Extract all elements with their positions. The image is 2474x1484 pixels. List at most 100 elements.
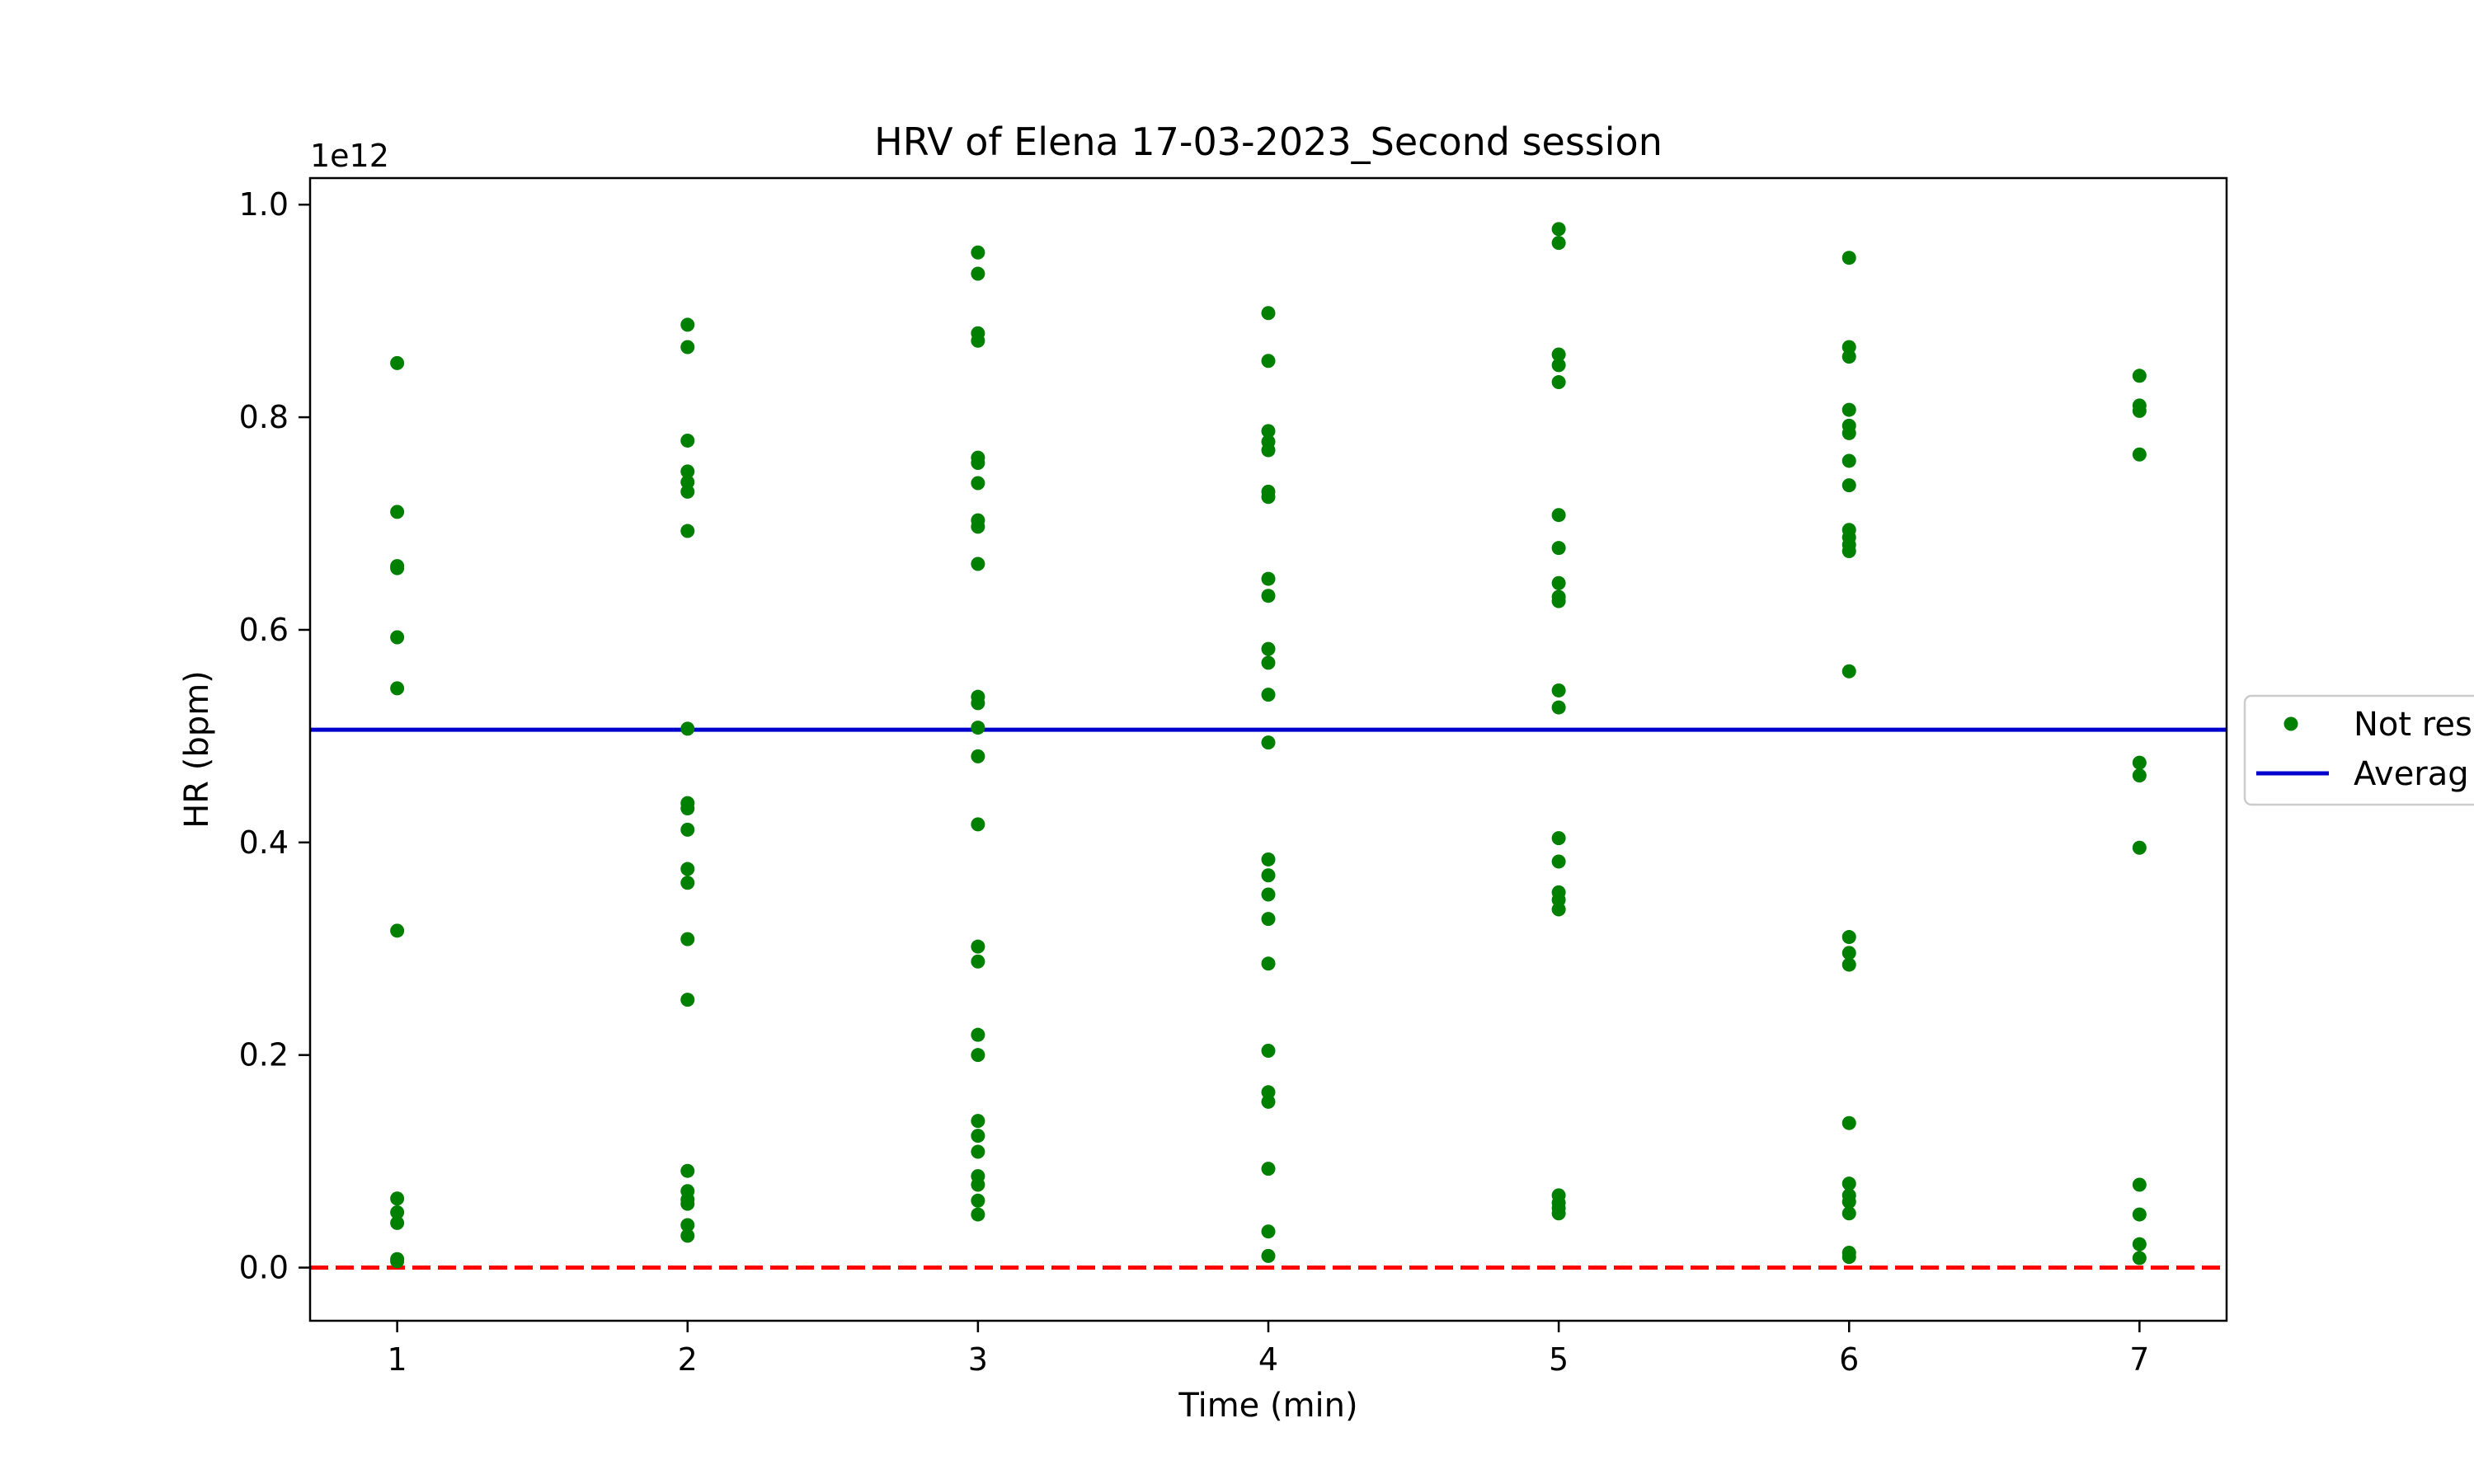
data-point <box>1261 1224 1276 1239</box>
data-point <box>1261 1094 1276 1109</box>
data-point <box>971 476 985 491</box>
data-point <box>1551 594 1566 608</box>
data-point <box>2132 840 2147 855</box>
data-point <box>1261 1044 1276 1059</box>
y-tick-label: 0.2 <box>239 1037 289 1073</box>
data-point <box>1261 688 1276 702</box>
data-point <box>390 355 405 370</box>
data-point <box>1841 1195 1856 1209</box>
x-axis-ticks: 1 2 3 4 5 6 7 <box>388 1321 2149 1378</box>
data-point <box>1841 544 1856 559</box>
data-point <box>971 1177 985 1192</box>
data-point <box>1261 912 1276 927</box>
data-point <box>971 266 985 281</box>
data-point <box>1551 575 1566 590</box>
data-point <box>680 1163 695 1178</box>
data-point <box>1551 831 1566 846</box>
reference-lines <box>310 727 2227 1270</box>
data-point <box>1551 375 1566 390</box>
data-point <box>971 333 985 348</box>
data-point <box>1841 930 1856 945</box>
y-axis-offset-label: 1e12 <box>310 138 389 174</box>
data-point <box>971 954 985 969</box>
data-point <box>1261 443 1276 458</box>
data-point <box>680 862 695 876</box>
y-tick-label: 0.0 <box>239 1250 289 1286</box>
data-point <box>1551 508 1566 523</box>
data-point <box>2132 1237 2147 1252</box>
data-point <box>680 822 695 837</box>
data-point <box>390 1205 405 1219</box>
data-point <box>971 696 985 711</box>
data-point <box>1841 1176 1856 1191</box>
data-point <box>1551 222 1566 237</box>
data-point <box>1841 402 1856 417</box>
chart-title: HRV of Elena 17-03-2023_Second session <box>874 120 1663 164</box>
data-point <box>390 505 405 519</box>
legend-dot-marker <box>2284 716 2298 731</box>
data-point <box>971 1144 985 1159</box>
data-point <box>680 1218 695 1233</box>
data-point <box>390 1254 405 1269</box>
data-point <box>1551 347 1566 362</box>
data-point <box>1841 957 1856 972</box>
data-point <box>1551 358 1566 373</box>
data-point <box>1841 946 1856 960</box>
legend-label: Not res <box>2354 706 2472 744</box>
data-point <box>680 721 695 736</box>
data-point <box>1551 236 1566 251</box>
legend-box <box>2243 694 2474 806</box>
data-point <box>1551 700 1566 715</box>
x-tick-label: 6 <box>1839 1341 1859 1378</box>
data-point <box>1841 350 1856 364</box>
data-point <box>2132 768 2147 783</box>
x-tick-label: 2 <box>678 1341 698 1378</box>
data-point <box>2132 1207 2147 1222</box>
y-tick-label: 0.4 <box>239 824 289 861</box>
x-tick-label: 4 <box>1258 1341 1278 1378</box>
data-point <box>1841 664 1856 679</box>
data-point <box>1261 641 1276 656</box>
data-point <box>390 630 405 645</box>
data-point <box>680 340 695 355</box>
data-point <box>1261 306 1276 321</box>
data-point <box>971 1193 985 1208</box>
data-point <box>390 681 405 696</box>
data-point <box>971 1129 985 1144</box>
x-tick-label: 5 <box>1549 1341 1569 1378</box>
y-tick-label: 0.6 <box>239 612 289 648</box>
data-point <box>1551 1206 1566 1221</box>
data-point <box>680 524 695 538</box>
data-point <box>1841 425 1856 440</box>
data-point <box>2132 1251 2147 1266</box>
data-point <box>390 1191 405 1206</box>
data-point <box>1261 868 1276 883</box>
data-point <box>971 939 985 954</box>
data-point <box>680 484 695 499</box>
x-tick-label: 7 <box>2129 1341 2149 1378</box>
data-point <box>971 1207 985 1222</box>
data-point <box>1551 902 1566 917</box>
x-tick-label: 3 <box>968 1341 988 1378</box>
data-point <box>2132 447 2147 462</box>
legend-label: Averag <box>2354 755 2469 793</box>
data-point <box>1841 1250 1856 1265</box>
data-point <box>971 721 985 735</box>
data-point <box>971 519 985 534</box>
data-point <box>1261 655 1276 670</box>
data-point <box>1261 852 1276 866</box>
data-point <box>971 817 985 832</box>
data-point <box>1841 1206 1856 1221</box>
data-point <box>680 433 695 448</box>
data-point <box>1261 424 1276 439</box>
data-point <box>1261 956 1276 971</box>
data-point <box>1551 854 1566 869</box>
scatter-points <box>390 222 2147 1269</box>
data-point <box>1551 541 1566 556</box>
data-point <box>2132 1177 2147 1192</box>
data-point <box>1261 589 1276 603</box>
data-point <box>1841 478 1856 493</box>
data-point <box>1261 1248 1276 1263</box>
data-point <box>1261 887 1276 902</box>
data-point <box>971 1114 985 1129</box>
